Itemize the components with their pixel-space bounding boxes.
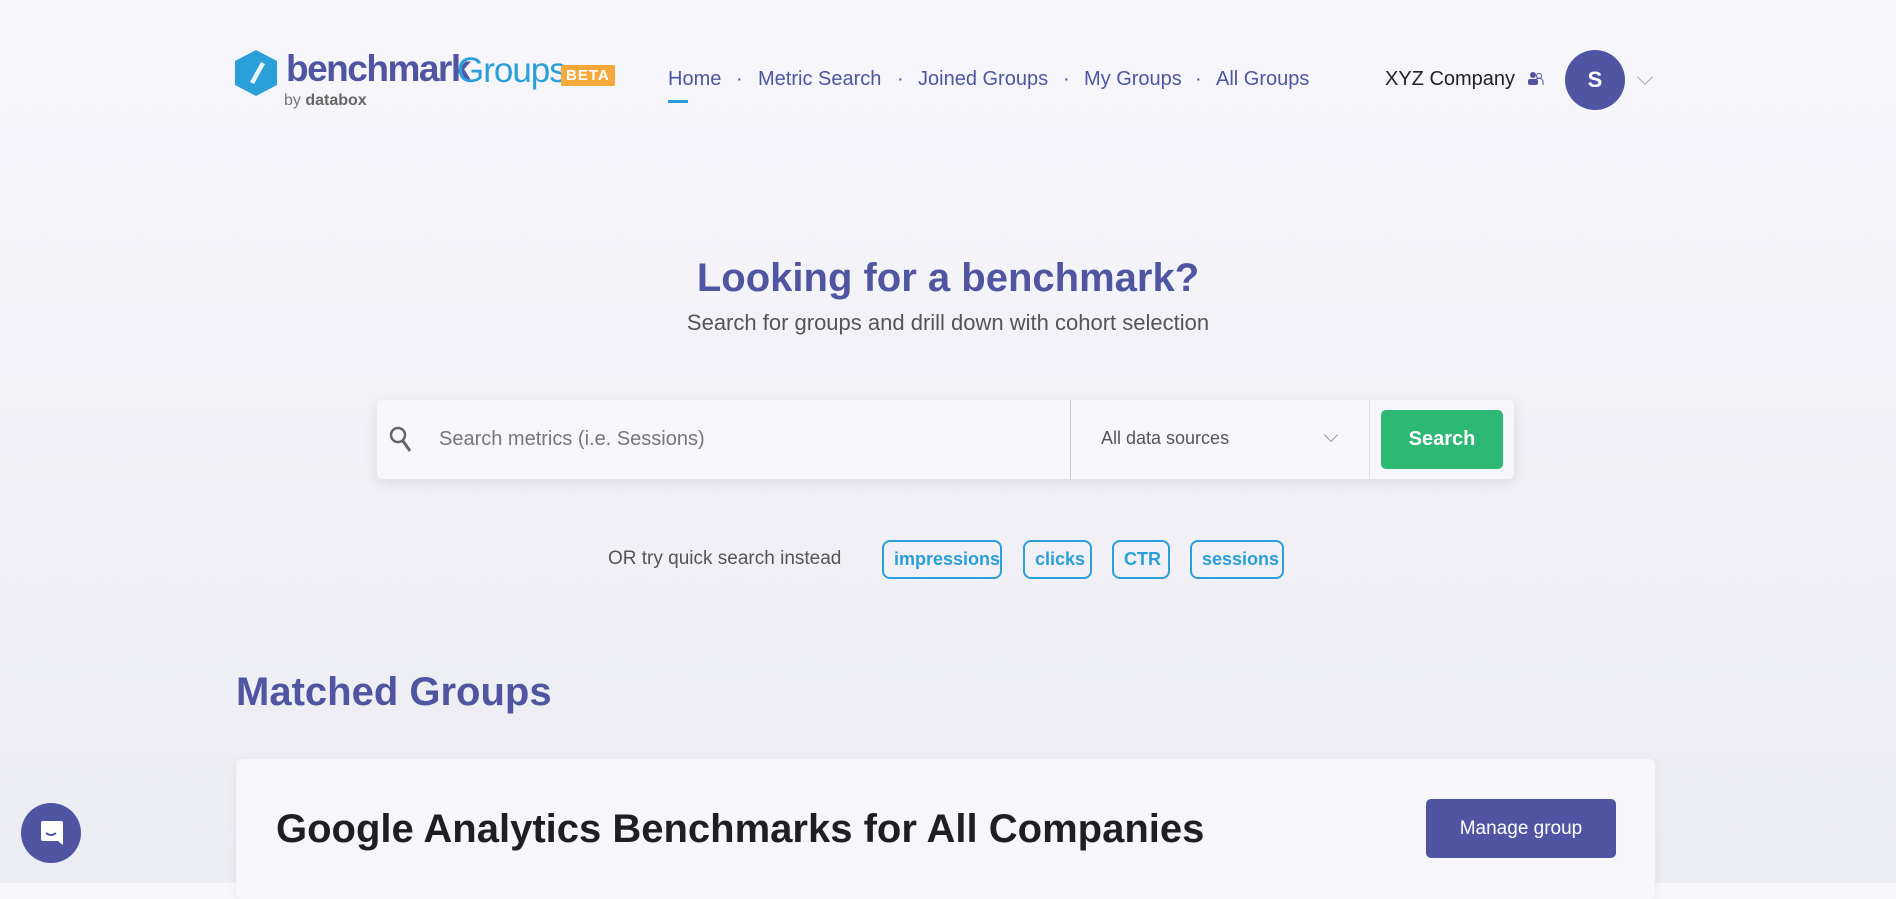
search-bar: All data sources Search [377,400,1514,479]
quick-chip-clicks[interactable]: clicks [1023,540,1092,579]
company-switcher[interactable]: XYZ Company [1385,68,1545,91]
group-title[interactable]: Google Analytics Benchmarks for All Comp… [276,807,1205,851]
matched-groups-title: Matched Groups [236,670,552,714]
account-menu-chevron-icon[interactable] [1637,69,1653,85]
nav-home[interactable]: Home [668,68,722,90]
nav-separator: · [1195,68,1202,90]
quick-chip-ctr[interactable]: CTR [1112,540,1170,579]
divider [1369,400,1370,479]
search-icon [389,426,412,452]
data-source-select[interactable]: All data sources [1101,428,1230,448]
nav-separator: · [897,68,904,90]
switch-company-icon [1527,72,1544,85]
quick-chip-sessions[interactable]: sessions [1190,540,1284,579]
nav-all-groups[interactable]: All Groups [1216,68,1310,90]
databox-label: databox [305,92,367,109]
brand-name: benchmark [286,48,471,89]
group-card: Google Analytics Benchmarks for All Comp… [236,759,1655,899]
quick-chip-impressions[interactable]: impressions [882,540,1002,579]
by-label: by [284,92,301,109]
manage-group-button[interactable]: Manage group [1426,799,1616,858]
nav-metric-search[interactable]: Metric Search [758,68,882,90]
benchmark-logo-icon [235,50,277,96]
chevron-down-icon[interactable] [1323,427,1339,443]
chat-icon [41,821,63,845]
nav-active-indicator [668,100,688,103]
quick-search-label: OR try quick search instead [608,548,842,569]
hero-subtitle: Search for groups and drill down with co… [686,310,1210,335]
search-input[interactable] [439,400,1059,479]
company-name: XYZ Company [1385,68,1516,90]
nav-separator: · [1063,68,1070,90]
beta-badge: BETA [561,65,615,86]
user-avatar[interactable]: S [1565,50,1625,110]
by-databox: by databox [284,92,367,110]
hero-title: Looking for a benchmark? [696,256,1200,300]
divider [1070,400,1071,479]
chat-launcher[interactable] [21,803,81,863]
nav-separator: · [736,68,743,90]
nav-my-groups[interactable]: My Groups [1084,68,1182,90]
brand-product: Groups [457,51,567,90]
nav-joined-groups[interactable]: Joined Groups [918,68,1049,90]
search-button[interactable]: Search [1381,410,1503,469]
